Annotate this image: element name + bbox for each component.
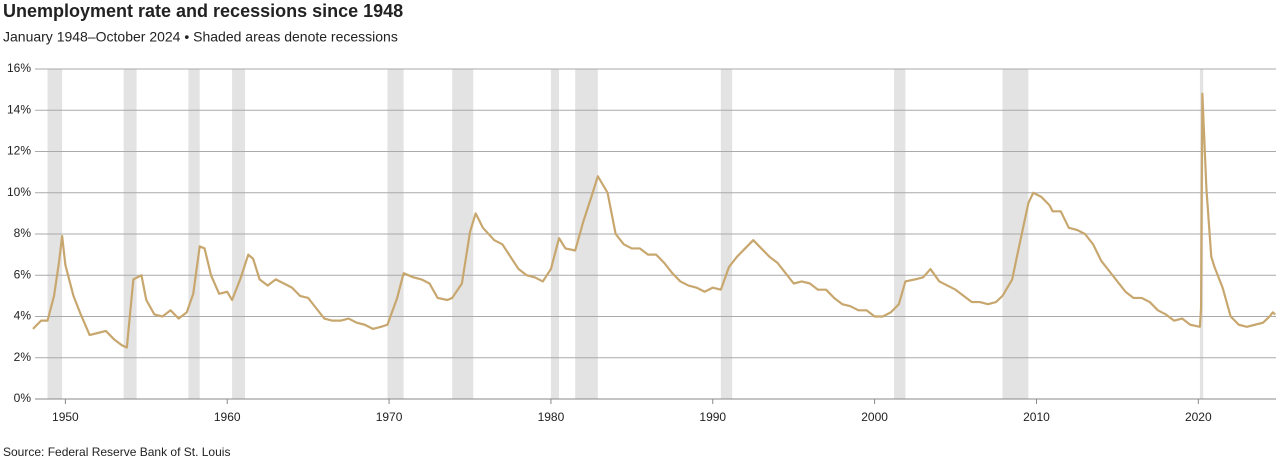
y-tick-label: 2% xyxy=(14,350,32,364)
x-tick-label: 2010 xyxy=(1023,410,1050,424)
unemployment-line xyxy=(32,92,1276,349)
y-tick-label: 0% xyxy=(14,391,32,405)
x-tick-label: 1960 xyxy=(214,410,241,424)
y-tick-label: 4% xyxy=(14,309,32,323)
y-tick-label: 10% xyxy=(7,185,31,199)
x-tick-label: 2000 xyxy=(861,410,888,424)
y-tick-label: 8% xyxy=(14,226,32,240)
chart-title: Unemployment rate and recessions since 1… xyxy=(3,1,403,21)
x-tick-label: 1950 xyxy=(52,410,79,424)
x-tick-label: 1990 xyxy=(699,410,726,424)
source: Source: Federal Reserve Bank of St. Loui… xyxy=(3,445,230,459)
y-tick-label: 12% xyxy=(7,144,31,158)
y-tick-label: 16% xyxy=(7,61,31,75)
x-tick-label: 1970 xyxy=(376,410,403,424)
y-tick-label: 6% xyxy=(14,267,32,281)
chart-subtitle: January 1948–October 2024 • Shaded areas… xyxy=(3,29,398,45)
y-tick-label: 14% xyxy=(7,102,31,116)
x-tick-label: 2020 xyxy=(1185,410,1212,424)
x-tick-label: 1980 xyxy=(538,410,565,424)
